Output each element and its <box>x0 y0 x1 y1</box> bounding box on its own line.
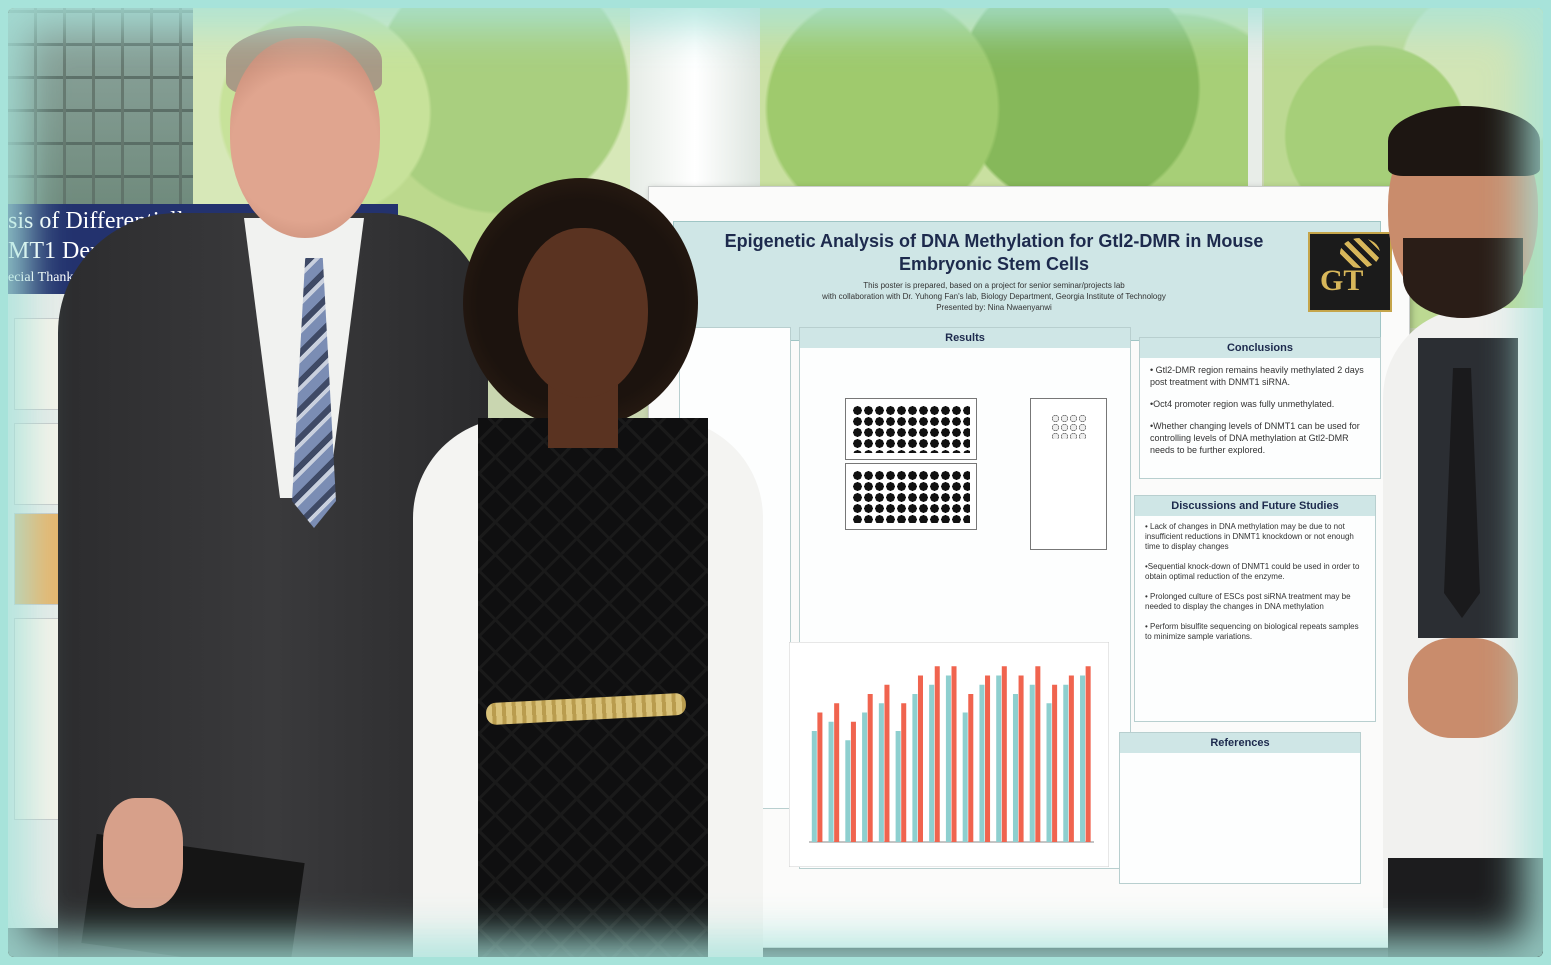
photo: sis of Differentially MT1 Deple ecial Th… <box>8 8 1543 957</box>
left-poster-acknowledgement: ecial Thanks <box>8 270 79 285</box>
man-left-face <box>230 38 380 238</box>
chart-bar <box>1080 675 1086 842</box>
man-right-pants <box>1388 858 1543 957</box>
chart-bar <box>850 721 856 842</box>
chart-bar <box>834 703 840 842</box>
man-right-hair <box>1388 106 1540 176</box>
chart-bar <box>901 703 907 842</box>
window-mullion <box>1248 8 1262 218</box>
references-header: References <box>1120 733 1360 753</box>
chart-bar <box>1063 684 1069 842</box>
references-text <box>1120 753 1360 765</box>
woman-top <box>478 418 708 957</box>
poster-subtitle-line: with collaboration with Dr. Yuhong Fan's… <box>822 292 1166 301</box>
discussions-panel: Discussions and Future Studies • Lack of… <box>1134 495 1376 722</box>
chart-bar <box>985 675 991 842</box>
methylation-bar-chart <box>789 642 1109 867</box>
chart-bar <box>1029 684 1035 842</box>
discussion-item: •Sequential knock-down of DNMT1 could be… <box>1145 562 1360 581</box>
chart-bars <box>809 666 1094 843</box>
gt-logo-icon: GT <box>1320 264 1364 297</box>
chart-bar <box>1046 703 1052 842</box>
discussion-item: • Perform bisulfite sequencing on biolog… <box>1145 622 1359 641</box>
references-panel: References <box>1119 732 1361 884</box>
chart-bar <box>1012 694 1018 842</box>
poster-subtitle: This poster is prepared, based on a proj… <box>734 280 1254 313</box>
conclusions-header: Conclusions <box>1140 338 1380 358</box>
results-header: Results <box>800 328 1130 348</box>
conclusion-item: •Oct4 promoter region was fully unmethyl… <box>1150 399 1335 409</box>
chart-bar <box>878 703 884 842</box>
poster-title: Epigenetic Analysis of DNA Methylation f… <box>724 231 1264 274</box>
chart-bar <box>1018 675 1024 842</box>
man-left-hand <box>103 798 183 908</box>
pillar <box>630 8 760 208</box>
chart-bar <box>811 731 817 842</box>
conclusion-item: •Whether changing levels of DNMT1 can be… <box>1150 421 1360 455</box>
chart-bar <box>862 712 868 842</box>
chart-bar <box>951 666 957 842</box>
poster-header: Epigenetic Analysis of DNA Methylation f… <box>673 221 1392 341</box>
chart-bar <box>979 684 985 842</box>
conclusions-text: • Gtl2-DMR region remains heavily methyl… <box>1140 358 1380 472</box>
chart-bar <box>1052 684 1058 842</box>
poster-subtitle-line: Presented by: Nina Nwaenyanwi <box>936 303 1052 312</box>
conclusions-panel: Conclusions • Gtl2-DMR region remains he… <box>1139 337 1381 479</box>
chart-bar <box>817 712 823 842</box>
chart-bar <box>1001 666 1007 842</box>
methods-text <box>680 328 790 340</box>
methylation-grid-control <box>845 398 977 460</box>
chart-bar <box>1068 675 1074 842</box>
woman-face <box>518 228 648 398</box>
chart-bar <box>845 740 851 842</box>
chart-bar <box>1035 666 1041 842</box>
georgia-tech-logo: GT <box>1308 232 1392 312</box>
yellow-jacket-icon <box>1340 238 1380 268</box>
chart-bar <box>996 675 1002 842</box>
poster-subtitle-line: This poster is prepared, based on a proj… <box>863 281 1125 290</box>
man-right-hand <box>1408 638 1518 738</box>
chart-bar <box>895 731 901 842</box>
chart-bar <box>934 666 940 842</box>
chart-bar <box>884 684 890 842</box>
chart-bar <box>962 712 968 842</box>
chart-bar <box>1085 666 1091 842</box>
discussions-header: Discussions and Future Studies <box>1135 496 1375 516</box>
discussions-text: • Lack of changes in DNA methylation may… <box>1135 516 1375 658</box>
conclusion-item: • Gtl2-DMR region remains heavily methyl… <box>1150 365 1364 387</box>
discussion-item: • Lack of changes in DNA methylation may… <box>1145 522 1354 551</box>
chart-bar <box>968 694 974 842</box>
chart-bar <box>945 675 951 842</box>
research-poster: Epigenetic Analysis of DNA Methylation f… <box>648 186 1410 948</box>
trees-background <box>760 8 1250 208</box>
chart-bar <box>867 694 873 842</box>
methylation-grid-oct4 <box>1030 398 1107 550</box>
methylation-grid-dnmt1 <box>845 463 977 530</box>
chart-bar <box>828 721 834 842</box>
man-right-beard <box>1403 238 1523 318</box>
building-window <box>8 8 193 208</box>
chart-bar <box>917 675 923 842</box>
discussion-item: • Prolonged culture of ESCs post siRNA t… <box>1145 592 1351 611</box>
chart-bar <box>929 684 935 842</box>
chart-bar <box>912 694 918 842</box>
